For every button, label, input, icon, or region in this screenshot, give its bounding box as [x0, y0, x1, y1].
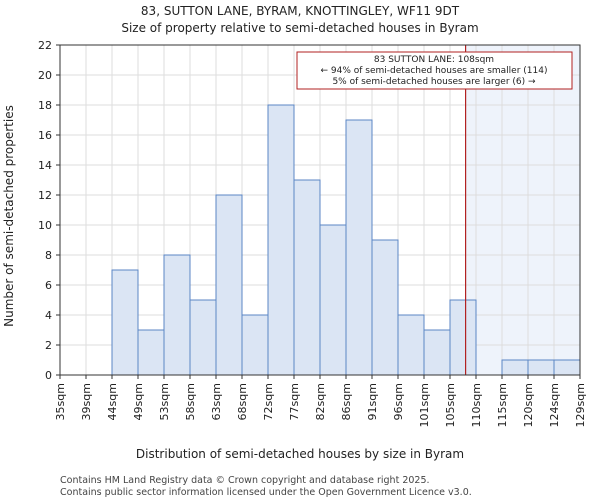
y-axis-label: Number of semi-detached properties — [2, 105, 16, 327]
x-tick-label: 86sqm — [340, 383, 353, 420]
y-tick-label: 8 — [45, 249, 52, 262]
y-ticks: 0 2 4 6 8 10 12 14 16 18 20 22 — [38, 39, 60, 382]
y-tick-label: 14 — [38, 159, 52, 172]
bar-77sqm — [293, 179, 321, 376]
x-ticks: 35sqm 39sqm 44sqm 49sqm 53sqm 58sqm 63sqm 68sqm… — [54, 375, 587, 427]
x-tick-label: 49sqm — [132, 383, 145, 420]
bar-124sqm — [553, 359, 581, 376]
x-tick-label: 129sqm — [574, 383, 587, 427]
y-tick-label: 22 — [38, 39, 52, 52]
annotation-line2: ← 94% of semi-detached houses are smalle… — [321, 66, 548, 76]
larger-region-shading — [465, 45, 580, 375]
y-tick-label: 12 — [38, 189, 52, 202]
y-tick-label: 16 — [38, 129, 52, 142]
footer-line2: Contains public sector information licen… — [60, 487, 472, 498]
bar-86sqm — [345, 119, 373, 376]
x-tick-label: 124sqm — [548, 383, 561, 427]
x-tick-label: 91sqm — [366, 383, 379, 420]
x-tick-label: 77sqm — [288, 383, 301, 420]
annotation-border — [296, 51, 573, 90]
x-tick-label: 44sqm — [106, 383, 119, 420]
x-tick-label: 58sqm — [184, 383, 197, 420]
y-tick-label: 10 — [38, 219, 52, 232]
footer-line1: Contains HM Land Registry data © Crown c… — [60, 475, 430, 486]
x-tick-label: 63sqm — [210, 383, 223, 420]
x-tick-label: 105sqm — [444, 383, 457, 427]
plot-area: 0 2 4 6 8 10 12 14 16 18 20 22 35sqm 39sqm 44sqm 49sqm… — [38, 39, 587, 427]
x-tick-label: 110sqm — [470, 383, 483, 427]
x-tick-label: 82sqm — [314, 383, 327, 420]
chart-title-line1: 83, SUTTON LANE, BYRAM, KNOTTINGLEY, WF1… — [141, 4, 460, 18]
annotation-line1: 83 SUTTON LANE: 108sqm — [374, 55, 494, 65]
y-tick-label: 20 — [38, 69, 52, 82]
x-tick-label: 101sqm — [418, 383, 431, 427]
annotation-line3: 5% of semi-detached houses are larger (6… — [332, 77, 536, 87]
bar-91sqm — [371, 239, 399, 376]
bar-44sqm — [111, 269, 139, 376]
bar-72sqm — [267, 104, 295, 376]
y-tick-label: 0 — [45, 369, 52, 382]
y-tick-label: 6 — [45, 279, 52, 292]
x-axis-label: Distribution of semi-detached houses by … — [136, 447, 464, 461]
bar-120sqm — [527, 359, 555, 376]
x-tick-label: 72sqm — [262, 383, 275, 420]
bar-101sqm — [423, 329, 451, 376]
bar-105sqm — [449, 299, 477, 376]
x-tick-label: 115sqm — [496, 383, 509, 427]
x-tick-label: 96sqm — [392, 383, 405, 420]
bar-115sqm — [501, 359, 529, 376]
bar-82sqm — [319, 224, 347, 376]
x-tick-label: 68sqm — [236, 383, 249, 420]
x-tick-label: 53sqm — [158, 383, 171, 420]
bar-96sqm — [397, 314, 425, 376]
bars-layer — [111, 104, 581, 376]
bar-68sqm — [241, 314, 269, 376]
y-tick-label: 2 — [45, 339, 52, 352]
x-tick-label: 39sqm — [80, 383, 93, 420]
annotation-box: 83 SUTTON LANE: 108sqm ← 94% of semi-det… — [296, 51, 573, 90]
y-tick-label: 4 — [45, 309, 52, 322]
bar-49sqm — [137, 329, 165, 376]
bar-63sqm — [215, 194, 243, 376]
x-tick-label: 35sqm — [54, 383, 67, 420]
bar-58sqm — [189, 299, 217, 376]
y-tick-label: 18 — [38, 99, 52, 112]
chart-title-line2: Size of property relative to semi-detach… — [121, 21, 478, 35]
bar-53sqm — [163, 254, 191, 376]
x-tick-label: 120sqm — [522, 383, 535, 427]
